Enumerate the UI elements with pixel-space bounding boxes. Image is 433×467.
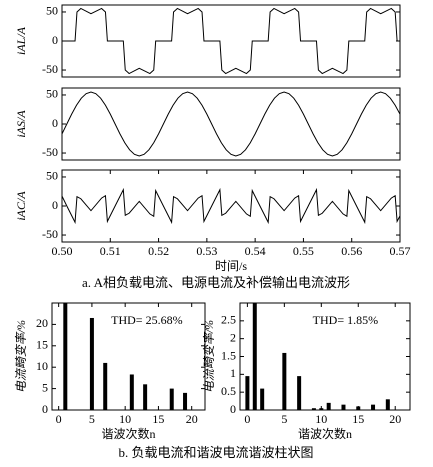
y-tick-label: 2.5 bbox=[221, 313, 236, 327]
x-tick-label: 0.55 bbox=[293, 244, 314, 258]
bar bbox=[89, 317, 94, 410]
bar bbox=[341, 404, 346, 410]
x-axis-label: 时间/s bbox=[215, 259, 247, 273]
y-tick-label: 2 bbox=[230, 330, 236, 344]
bar bbox=[260, 388, 265, 410]
y-tick-label: 0 bbox=[52, 198, 58, 212]
y-tick-label: -50 bbox=[42, 62, 58, 76]
y-tick-label: 0 bbox=[42, 402, 48, 416]
x-tick-label: 0.57 bbox=[390, 244, 411, 258]
annotation: THD= 1.85% bbox=[313, 313, 378, 327]
y-tick-label: 50 bbox=[46, 4, 58, 18]
y-tick-label: 0.5 bbox=[221, 384, 236, 398]
y-tick-label: 10 bbox=[36, 359, 48, 373]
axes-frame bbox=[61, 4, 401, 78]
y-tick-label: -50 bbox=[42, 227, 58, 241]
annotation: THD= 25.68% bbox=[111, 313, 182, 327]
y-axis-label: 电流畸变率/% bbox=[202, 320, 216, 393]
x-tick-label: 0.50 bbox=[52, 244, 73, 258]
y-tick-label: 50 bbox=[46, 87, 58, 101]
x-tick-label: 15 bbox=[352, 412, 364, 426]
bar bbox=[245, 376, 250, 410]
y-axis-label: 电流畸变率/% bbox=[14, 320, 28, 393]
bar bbox=[371, 404, 376, 410]
axes-frame bbox=[239, 302, 411, 411]
y-tick-label: 15 bbox=[36, 338, 48, 352]
bar bbox=[297, 376, 302, 410]
bar bbox=[282, 352, 287, 410]
x-tick-label: 20 bbox=[186, 412, 198, 426]
axes-frame bbox=[61, 169, 401, 243]
y-tick-label: 5 bbox=[42, 380, 48, 394]
y-tick-label: 1 bbox=[230, 366, 236, 380]
y-tick-label: 0 bbox=[230, 402, 236, 416]
bar bbox=[63, 303, 68, 410]
x-tick-label: 10 bbox=[315, 412, 327, 426]
axes-frame bbox=[51, 302, 206, 411]
y-axis-label: iAL/A bbox=[14, 26, 28, 55]
axes-frame bbox=[61, 87, 401, 161]
x-tick-label: 0 bbox=[244, 412, 250, 426]
y-tick-label: 1.5 bbox=[221, 348, 236, 362]
x-tick-label: 10 bbox=[119, 412, 131, 426]
x-tick-label: 0.53 bbox=[196, 244, 217, 258]
bar bbox=[326, 402, 331, 410]
bar bbox=[103, 362, 108, 410]
x-tick-label: 5 bbox=[89, 412, 95, 426]
x-tick-label: 0.54 bbox=[245, 244, 266, 258]
y-tick-label: 0 bbox=[52, 116, 58, 130]
waveform bbox=[62, 187, 400, 225]
x-tick-label: 0.51 bbox=[100, 244, 121, 258]
bar bbox=[356, 406, 361, 410]
caption-b: b. 负载电流和谐波电流谐波柱状图 bbox=[118, 445, 313, 460]
bar bbox=[252, 303, 257, 410]
caption-a: a. A相负载电流、电源电流及补偿输出电流波形 bbox=[82, 275, 350, 290]
y-tick-label: 20 bbox=[36, 316, 48, 330]
bar bbox=[385, 399, 390, 410]
bar bbox=[183, 392, 188, 410]
bar bbox=[129, 374, 134, 410]
x-tick-label: 0.52 bbox=[148, 244, 169, 258]
x-axis-label: 谐波次数n bbox=[298, 426, 352, 441]
x-tick-label: 20 bbox=[389, 412, 401, 426]
x-tick-label: 15 bbox=[152, 412, 164, 426]
y-tick-label: 0 bbox=[52, 33, 58, 47]
y-axis-label: iAC/A bbox=[14, 191, 28, 221]
bar bbox=[311, 408, 316, 410]
y-tick-label: 50 bbox=[46, 169, 58, 183]
x-tick-label: 5 bbox=[281, 412, 287, 426]
y-tick-label: -50 bbox=[42, 145, 58, 159]
x-axis-label: 谐波次数n bbox=[101, 426, 155, 441]
bar bbox=[143, 384, 148, 410]
x-tick-label: 0 bbox=[56, 412, 62, 426]
x-tick-label: 0.56 bbox=[341, 244, 362, 258]
bar bbox=[169, 388, 174, 410]
waveform bbox=[62, 91, 400, 157]
waveform bbox=[62, 7, 400, 75]
bar bbox=[319, 408, 324, 410]
y-axis-label: iAS/A bbox=[14, 110, 28, 138]
